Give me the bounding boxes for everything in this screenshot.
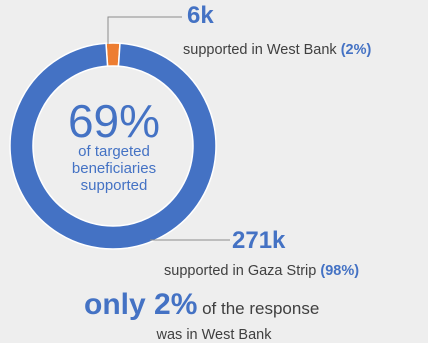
- west-bank-percent: (2%): [340, 42, 372, 58]
- center-label-line-1: of targeted: [78, 143, 150, 160]
- footer-line-2: was in West Bank: [156, 327, 272, 343]
- center-percentage: 69%: [67, 95, 161, 147]
- west-bank-leader-line: [107, 16, 182, 44]
- center-label-line-3: supported: [80, 177, 148, 194]
- gaza-label: supported in Gaza Strip (98%): [164, 263, 359, 279]
- donut-slice-west-bank: [105, 42, 121, 67]
- gaza-text: supported in Gaza Strip: [164, 263, 317, 279]
- donut-slice-gaza-strip: [9, 42, 217, 250]
- footer-line-1: only 2% of the response: [84, 288, 319, 322]
- west-bank-text: supported in West Bank: [183, 42, 337, 58]
- footer-text: of the response: [197, 299, 320, 318]
- footer-highlight: only 2%: [84, 288, 198, 321]
- center-label: of targeted beneficiaries supported: [54, 143, 174, 194]
- gaza-percent: (98%): [320, 263, 360, 279]
- west-bank-label: supported in West Bank (2%): [183, 42, 371, 58]
- gaza-value: 271k: [232, 227, 286, 254]
- center-label-line-2: beneficiaries: [71, 160, 157, 177]
- west-bank-value: 6k: [187, 2, 214, 29]
